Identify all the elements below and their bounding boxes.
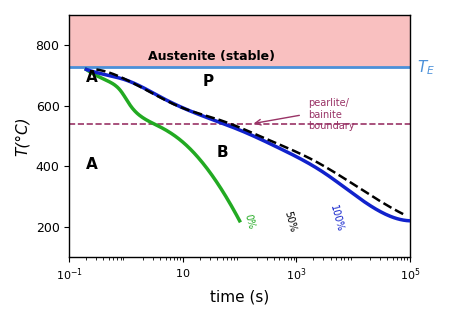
Text: 100%: 100%: [328, 204, 345, 234]
Text: A: A: [86, 157, 98, 172]
X-axis label: time (s): time (s): [210, 289, 269, 304]
Text: A: A: [86, 70, 98, 85]
Text: $T_E$: $T_E$: [417, 58, 435, 77]
Text: P: P: [203, 74, 214, 89]
Text: 50%: 50%: [282, 210, 297, 234]
Bar: [69, 15, 410, 67]
Text: B: B: [217, 145, 228, 160]
Text: Austenite (stable): Austenite (stable): [148, 50, 275, 63]
Y-axis label: T(°C): T(°C): [15, 116, 30, 156]
Text: pearlite/
bainite
boundary: pearlite/ bainite boundary: [308, 98, 354, 131]
Text: 0%: 0%: [243, 213, 256, 230]
